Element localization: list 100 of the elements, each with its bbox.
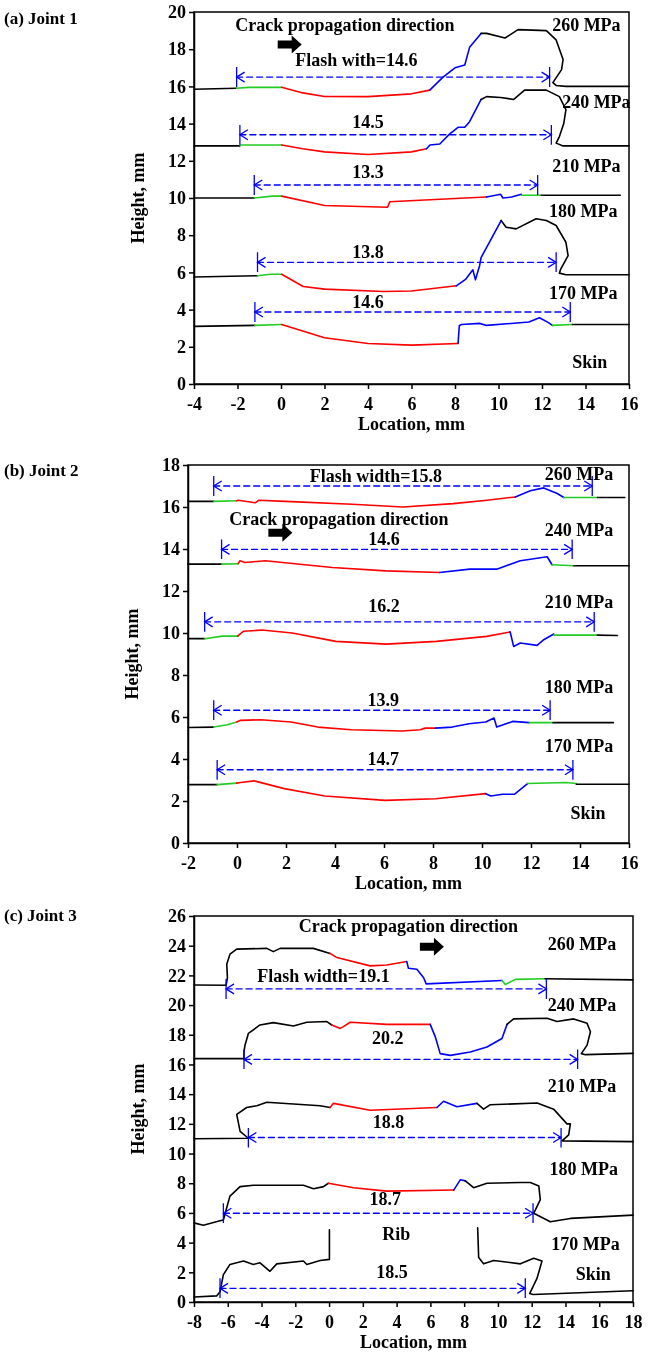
annotation: Skin [570,802,606,823]
line-series [235,780,487,802]
x-tick-label: 2 [358,1312,368,1332]
line-series [434,717,531,729]
y-tick-label: 26 [168,906,186,927]
annotation: 14.6 [352,292,384,313]
annotation: Crack propagation direction [235,15,455,36]
line-series [484,782,529,797]
line-series [280,273,458,293]
line-series [280,144,428,156]
x-tick-label: 2 [320,394,330,414]
x-tick-label: 12 [523,1312,542,1332]
annotation: Flash width=19.1 [257,966,390,987]
annotation: 13.8 [352,241,384,262]
y-tick-label: 6 [177,262,186,283]
x-tick-label: 6 [407,394,417,414]
line-series [236,629,511,645]
annotation: 18.7 [369,1188,401,1209]
x-tick-label: -2 [288,1312,304,1332]
annotation: 180 MPa [549,201,618,222]
y-tick-label: 2 [171,791,180,812]
x-tick-label: 0 [325,1312,335,1332]
y-axis-title: Height, mm [128,1063,148,1155]
annotation: 240 MPa [544,520,614,541]
y-tick-label: 6 [171,707,180,728]
x-tick-label: 0 [233,853,242,873]
y-tick-label: 8 [171,665,180,686]
x-tick-label: 10 [490,394,508,414]
x-tick-label: 18 [624,1312,643,1332]
y-tick-label: 4 [177,1232,186,1253]
text: (c) Joint 3 [4,905,77,925]
line-series [235,496,517,508]
annotation: 260 MPa [547,934,617,955]
annotation: Crack propagation direction [298,915,519,936]
y-tick-label: 2 [177,337,186,358]
x-tick-label: 4 [392,1312,402,1332]
line-series [457,316,554,345]
line-series [509,631,555,648]
y-tick-label: 16 [168,1054,186,1075]
x-tick-label: 14 [577,394,595,414]
x-tick-label: 14 [556,1312,575,1332]
y-axis-title: Height, mm [128,152,148,244]
text: (b) Joint 2 [4,460,79,480]
y-tick-label: 4 [177,299,186,320]
annotation: 260 MPa [544,464,614,485]
x-tick-label: 6 [380,853,389,873]
text: (a) Joint 1 [4,8,78,28]
x-axis-title: Location, mm [358,414,465,434]
line-series [330,1021,432,1030]
annotation: 210 MPa [547,1075,617,1096]
x-tick-label: 10 [473,853,492,873]
y-tick-label: 18 [168,39,186,60]
x-tick-label: -4 [254,1312,270,1332]
y-tick-label: 12 [162,581,180,602]
x-tick-label: 10 [489,1312,508,1332]
x-tick-label: 6 [426,1312,436,1332]
x-axis-title: Location, mm [355,873,462,893]
line-series [280,86,431,98]
y-tick-label: 16 [168,76,186,97]
annotation: 210 MPa [552,156,621,177]
x-axis-title: Location, mm [360,1332,467,1352]
annotation: 210 MPa [544,591,614,612]
y-tick-label: 14 [162,539,180,560]
line-series [438,555,553,574]
annotation: 14.6 [368,528,400,549]
line-series [436,1100,478,1109]
annotation: Flash width=15.8 [309,465,443,486]
annotation: 170 MPa [544,736,614,757]
annotation: 18.5 [376,1262,408,1283]
y-tick-label: 22 [168,965,186,986]
y-tick-label: 16 [162,497,180,518]
line-series [329,952,408,967]
y-tick-label: 24 [168,935,186,956]
line-series [235,718,437,732]
annotation: 260 MPa [552,15,621,36]
line-series [327,1182,455,1192]
annotation: 170 MPa [549,282,618,303]
y-tick-label: 8 [177,1173,186,1194]
x-tick-label: 8 [460,1312,470,1332]
y-tick-label: 6 [177,1203,186,1224]
x-tick-label: -6 [220,1312,236,1332]
x-tick-label: 16 [620,853,639,873]
x-tick-label: 8 [429,853,438,873]
y-tick-label: 0 [177,1292,186,1313]
x-tick-label: 8 [451,394,460,414]
annotation: Flash with=14.6 [295,50,418,71]
x-tick-label: -4 [187,394,202,414]
x-tick-label: 14 [571,853,590,873]
annotation: 14.5 [352,111,384,132]
y-tick-label: 14 [168,1084,186,1105]
y-tick-label: 2 [177,1262,186,1283]
annotation: 180 MPa [549,1158,618,1179]
line-series [280,323,459,346]
annotation: Crack propagation direction [229,508,449,529]
x-tick-label: 2 [282,853,291,873]
y-tick-label: 20 [168,2,186,23]
y-tick-label: 18 [162,455,180,476]
x-tick-label: 16 [590,1312,609,1332]
annotation: 13.3 [352,161,384,182]
annotation: Skin [572,351,608,372]
